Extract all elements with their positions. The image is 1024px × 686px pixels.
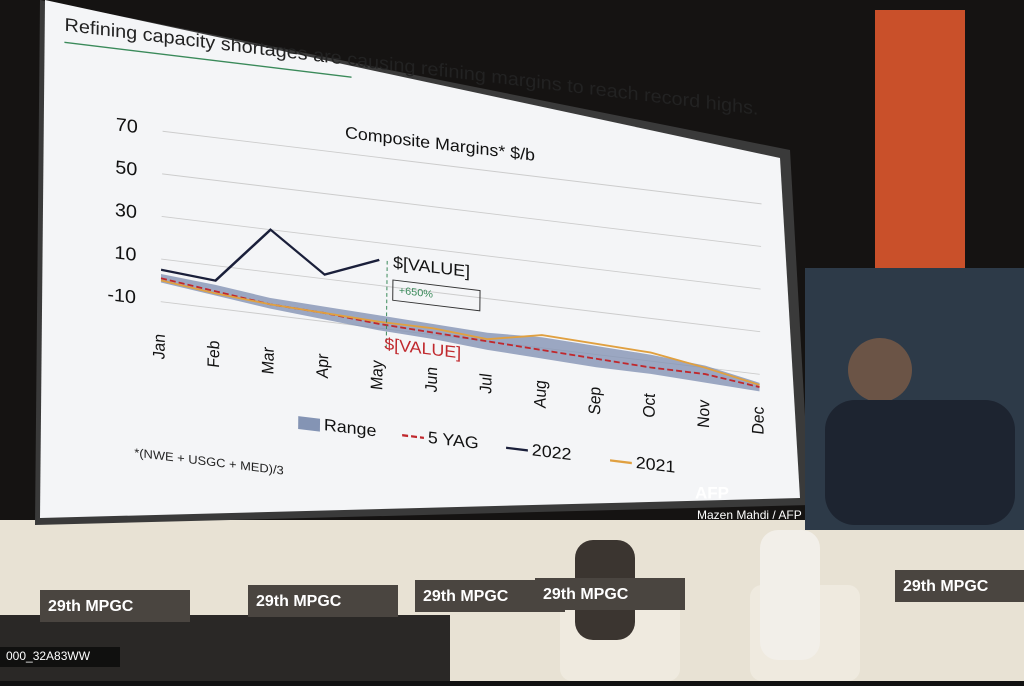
banner-text: 29th MPGC (423, 588, 509, 605)
y-tick-label: -10 (107, 285, 136, 309)
pillar (875, 10, 965, 270)
range-area (160, 273, 760, 392)
grid-line (162, 130, 762, 205)
series-line (160, 279, 760, 386)
marker-line (385, 260, 388, 351)
legend-swatch (610, 459, 632, 465)
banner-text: 29th MPGC (903, 578, 989, 595)
x-tick-label: Jan (150, 333, 169, 360)
x-tick-label: Aug (531, 379, 550, 409)
banner-box (895, 570, 1024, 602)
head (848, 338, 912, 402)
person (760, 530, 820, 660)
x-tick-label: Apr (313, 352, 332, 379)
legend-swatch (298, 416, 321, 432)
y-tick-label: 10 (114, 243, 136, 266)
banners: 29th MPGC 29th MPGC 29th MPGC 29th MPGC 29th… (40, 570, 1024, 622)
banner-text: 29th MPGC (48, 598, 134, 615)
x-tick-label: Dec (749, 405, 768, 435)
x-tick-label: May (368, 358, 387, 391)
annotation: +650% (399, 285, 433, 301)
banner-box (535, 578, 685, 610)
legend-swatch (402, 434, 424, 439)
x-tick-label: Mar (259, 345, 278, 375)
banner-text: 29th MPGC (543, 586, 629, 603)
annotation-box (392, 279, 481, 312)
agency: AFP (695, 483, 729, 502)
series-line (160, 228, 380, 282)
banner-box (40, 590, 190, 622)
grid-line (161, 258, 761, 333)
x-tick-label: Sep (586, 386, 605, 416)
photo-id: 000_32A83WW (6, 649, 91, 663)
x-tick-label: Oct (640, 392, 659, 419)
x-tick-label: Jun (422, 366, 441, 393)
grid-line (161, 216, 761, 290)
banner-text: 29th MPGC (256, 593, 342, 610)
screen (40, 0, 800, 518)
y-tick-label: 70 (116, 115, 138, 138)
banner-box (248, 585, 398, 617)
x-tick-label: Feb (205, 339, 224, 368)
photographer: Mazen Mahdi / AFP (697, 508, 802, 522)
grid-line (162, 173, 762, 247)
legend-label: 2021 (636, 453, 676, 477)
legend-label: 2022 (532, 440, 572, 464)
x-tick-label: Jul (477, 372, 496, 394)
y-tick-label: 50 (115, 158, 137, 181)
title-rule (64, 41, 352, 78)
id-box (0, 647, 120, 667)
y-tick-label: 30 (115, 200, 137, 223)
speaker (825, 400, 1015, 525)
legend-swatch (506, 446, 528, 452)
x-tick-label: Nov (695, 398, 714, 429)
